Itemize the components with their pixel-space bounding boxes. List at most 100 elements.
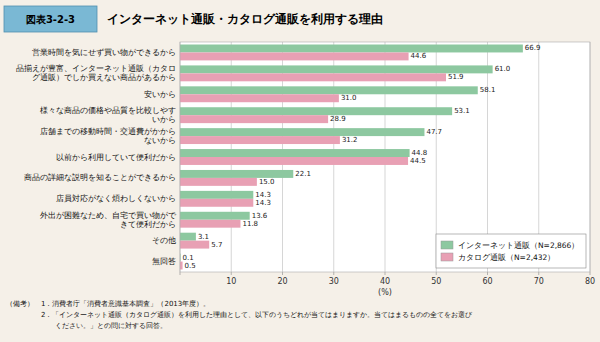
data-label: 13.6 <box>252 212 268 220</box>
category-label-line: 品揃えが豊富、インターネット通販（カタロ <box>16 64 176 73</box>
data-label: 61.0 <box>495 65 511 73</box>
legend-swatch <box>441 253 453 261</box>
data-label: 22.1 <box>295 170 311 178</box>
bar <box>180 107 452 115</box>
bar <box>180 136 340 144</box>
data-label: 47.7 <box>426 128 442 136</box>
tick-label: 10 <box>226 277 236 286</box>
bar <box>180 157 408 165</box>
category-label: 店舗までの移動時間・交通費がかからないから <box>40 127 176 145</box>
category-label-line: グ通販）でしか買えない商品があるから <box>32 73 176 82</box>
data-label: 14.3 <box>255 191 271 199</box>
tick-mark <box>436 272 437 275</box>
category-label: 無回答 <box>152 257 176 266</box>
category-label-line: 無回答 <box>152 257 176 266</box>
category-label: その他 <box>152 236 176 245</box>
bar <box>180 191 253 199</box>
category-label: 店員対応がなく煩わしくないから <box>56 194 176 203</box>
data-label: 44.6 <box>411 52 427 60</box>
data-label: 15.0 <box>259 178 275 186</box>
tick-mark <box>333 272 334 275</box>
data-label: 0.5 <box>185 262 196 270</box>
category-label: 以前から利用していて便利だから <box>56 153 176 162</box>
bar <box>180 45 523 53</box>
data-label: 58.1 <box>480 86 496 94</box>
background <box>0 0 600 342</box>
data-label: 31.0 <box>341 94 357 102</box>
bar <box>180 86 478 94</box>
category-label: 品揃えが豊富、インターネット通販（カタログ通販）でしか買えない商品があるから <box>16 64 176 82</box>
bar <box>180 149 410 157</box>
legend-frame <box>436 234 586 268</box>
title: インターネット通販・カタログ通販を利用する理由 <box>107 12 383 26</box>
legend-swatch <box>441 241 453 249</box>
tick-label: 60 <box>482 277 492 286</box>
legend-label: インターネット通販（N=2,866） <box>458 241 579 250</box>
tick-label: 30 <box>329 277 339 286</box>
category-label: 外出が困難なため、自宅で買い物ができて便利だから <box>40 211 177 229</box>
category-label: 様々な商品の価格や品質を比較しやすいから <box>40 106 176 124</box>
tick-mark <box>180 272 181 275</box>
bar <box>180 94 339 102</box>
header-box <box>4 6 97 32</box>
x-ticks: 1020304050607080 <box>180 272 595 286</box>
data-label: 14.3 <box>255 199 271 207</box>
bar <box>180 212 250 220</box>
plot-frame <box>180 42 590 272</box>
data-label: 5.7 <box>211 241 222 249</box>
legend-label: カタログ通販（N=2,432） <box>458 253 555 262</box>
bar <box>180 178 257 186</box>
tick-mark <box>231 272 232 275</box>
tick-mark <box>487 272 488 275</box>
category-label-line: 安いから <box>144 90 176 99</box>
category-label-line: いから <box>152 115 176 124</box>
category-label: 営業時間を気にせず買い物ができるから <box>32 48 176 57</box>
data-label: 44.8 <box>412 149 428 157</box>
bar <box>180 73 446 81</box>
tick-mark <box>538 272 539 275</box>
grid <box>180 42 590 272</box>
legend: インターネット通販（N=2,866） カタログ通販（N=2,432） <box>436 234 586 268</box>
bar <box>180 65 493 73</box>
data-label: 28.9 <box>330 115 346 123</box>
tick-label: 50 <box>431 277 441 286</box>
tick-mark <box>590 272 591 275</box>
data-label: 3.1 <box>198 233 209 241</box>
note: （備考） 1．消費者庁「消費者意識基本調査」（2013年度）。 <box>6 300 210 308</box>
tick-mark <box>385 272 386 275</box>
category-label-line: 商品の詳細な説明を知ることができるから <box>24 173 176 182</box>
bar <box>180 241 209 249</box>
data-label: 44.5 <box>410 157 426 165</box>
category-label-line: 営業時間を気にせず買い物ができるから <box>32 48 176 57</box>
tick-label: 20 <box>277 277 287 286</box>
category-label-line: 店員対応がなく煩わしくないから <box>56 194 176 203</box>
bar <box>180 262 183 270</box>
note: ください。」との問に対する回答。 <box>6 322 167 330</box>
bar <box>180 233 196 241</box>
bar <box>180 199 253 207</box>
category-label: 商品の詳細な説明を知ることができるから <box>24 173 176 182</box>
plot-area <box>180 42 590 272</box>
category-label-line: 外出が困難なため、自宅で買い物がで <box>40 211 177 220</box>
bar <box>180 170 293 178</box>
tick-label: 80 <box>585 277 595 286</box>
note: 2．「インターネット通販（カタログ通販）を利用した理由として、以下のうちどれが当… <box>6 311 473 319</box>
category-label: 安いから <box>144 90 176 99</box>
tick-mark <box>282 272 283 275</box>
data-label: 66.9 <box>525 44 541 52</box>
data-label: 51.9 <box>448 73 464 81</box>
figure-number: 図表3-2-3 <box>26 14 75 25</box>
bar <box>180 128 424 136</box>
category-label-line: ないから <box>144 136 176 145</box>
chart: 図表3-2-3 インターネット通販・カタログ通販を利用する理由 10 20 30 40 50… <box>0 0 600 342</box>
bar <box>180 220 240 228</box>
bar <box>180 115 328 123</box>
bar <box>180 52 409 60</box>
data-label: 53.1 <box>454 107 470 115</box>
data-label: 11.8 <box>242 220 258 228</box>
category-label-line: 店舗までの移動時間・交通費がかから <box>40 127 176 136</box>
tick-label: 40 <box>380 277 390 286</box>
x-axis-label: (%) <box>378 288 392 297</box>
data-label: 31.2 <box>342 136 358 144</box>
category-label-line: 以前から利用していて便利だから <box>56 153 176 162</box>
